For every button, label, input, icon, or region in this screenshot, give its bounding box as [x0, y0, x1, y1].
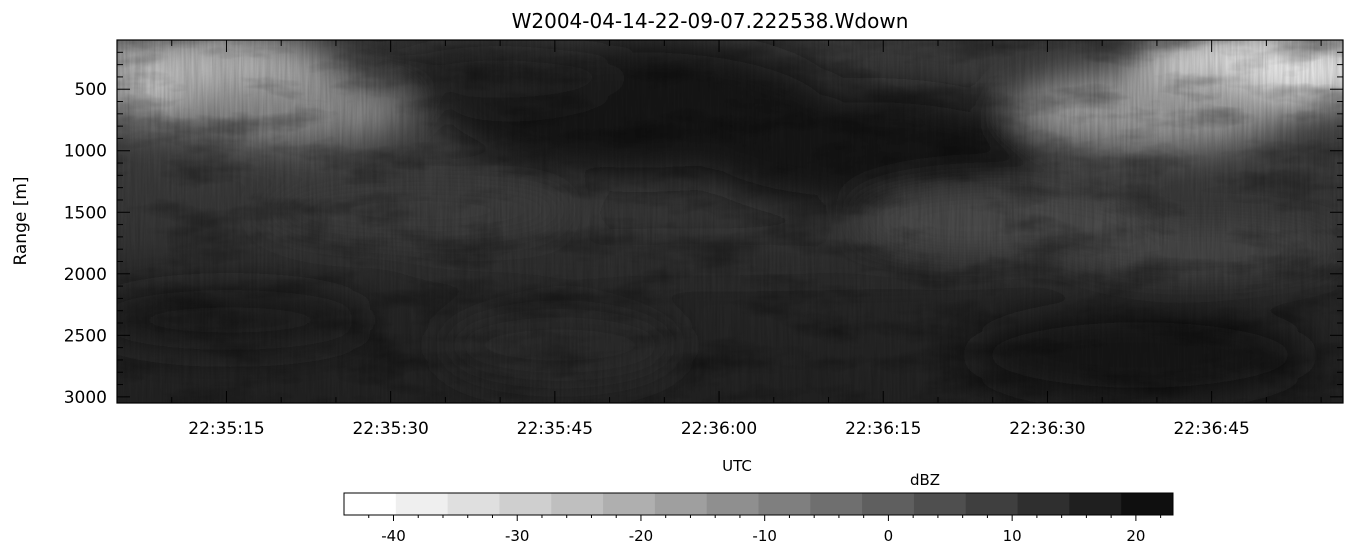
colorbar-swatch	[706, 493, 759, 515]
colorbar-swatch	[395, 493, 449, 515]
y-tick-label: 1500	[64, 203, 107, 223]
colorbar-tick-label: 20	[1126, 527, 1145, 545]
colorbar-tick-labels: -40 -30 -20 -10 0 10 20	[381, 527, 1145, 545]
colorbar-swatch	[603, 493, 656, 515]
axis-tick-marks	[117, 40, 1343, 403]
colorbar-swatch	[551, 493, 604, 515]
colorbar-swatch	[913, 493, 967, 515]
x-tick-label: 22:36:00	[681, 419, 757, 439]
colorbar-swatch	[1069, 493, 1122, 515]
colorbar-swatch	[447, 493, 500, 515]
x-tick-label: 22:36:45	[1173, 419, 1249, 439]
colorbar-label: dBZ	[910, 471, 940, 489]
x-tick-labels: 22:35:15 22:35:30 22:35:45 22:36:00 22:36:15…	[188, 419, 1250, 439]
reflectivity-field	[117, 40, 1343, 403]
colorbar-swatch	[1017, 493, 1070, 515]
colorbar-tick-label: 0	[884, 527, 894, 545]
y-tick-labels: 500 1000 1500 2000 2500 3000	[64, 80, 107, 408]
colorbar-tick-marks	[368, 515, 1162, 521]
colorbar-swatch	[758, 493, 811, 515]
plot-frame	[116, 39, 1344, 404]
colorbar-swatch	[862, 493, 915, 515]
colorbar-tick-label: -30	[505, 527, 530, 545]
colorbar-swatch	[499, 493, 552, 515]
colorbar	[343, 492, 1174, 516]
y-tick-label: 2000	[64, 265, 107, 285]
x-tick-label: 22:35:30	[352, 419, 428, 439]
y-tick-label: 3000	[64, 388, 107, 408]
y-tick-label: 2500	[64, 326, 107, 346]
x-tick-label: 22:36:30	[1009, 419, 1085, 439]
colorbar-frame	[343, 492, 1174, 516]
y-tick-label: 500	[75, 80, 107, 100]
colorbar-tick-label: -10	[752, 527, 777, 545]
colorbar-tick-label: 10	[1003, 527, 1022, 545]
colorbar-swatch	[965, 493, 1019, 515]
colorbar-swatch	[654, 493, 708, 515]
x-tick-label: 22:36:15	[845, 419, 921, 439]
chart-title: W2004-04-14-22-09-07.222538.Wdown	[512, 9, 909, 33]
colorbar-tick-label: -40	[381, 527, 406, 545]
colorbar-swatch	[810, 493, 863, 515]
x-axis-label: UTC	[722, 457, 752, 475]
x-tick-label: 22:35:45	[517, 419, 593, 439]
colorbar-swatch	[344, 493, 397, 515]
colorbar-swatch	[1121, 493, 1174, 515]
colorbar-tick-label: -20	[629, 527, 654, 545]
y-tick-label: 1000	[64, 142, 107, 162]
y-axis-label: Range [m]	[11, 176, 31, 265]
x-tick-label: 22:35:15	[188, 419, 264, 439]
